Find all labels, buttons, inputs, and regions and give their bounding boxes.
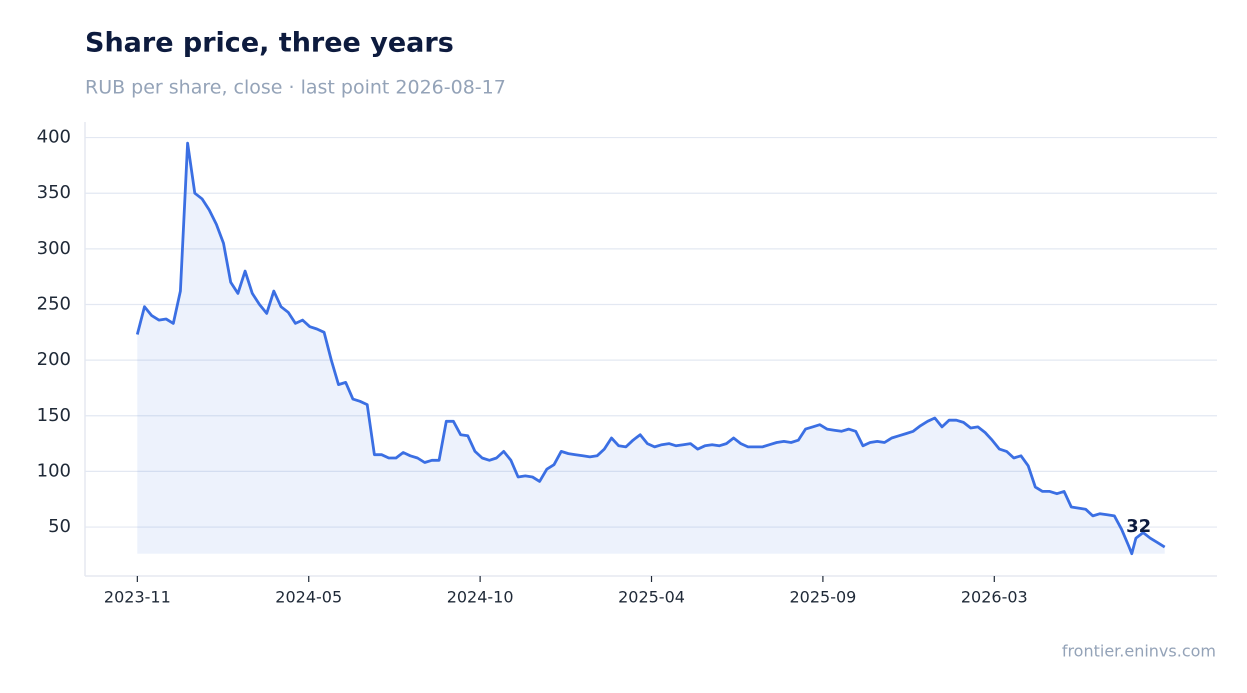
line bbox=[135, 141, 1166, 556]
y-tick-label: 100 bbox=[37, 460, 71, 481]
chart-subtitle: RUB per share, close · last point 2026-0… bbox=[85, 77, 506, 99]
y-tick-label: 250 bbox=[37, 293, 71, 314]
x-tick-label: 2023-11 bbox=[104, 588, 171, 607]
last-value-label: 32 bbox=[1126, 516, 1151, 537]
x-tick-label: 2025-09 bbox=[789, 588, 856, 607]
x-tick-label: 2024-05 bbox=[275, 588, 342, 607]
y-tick-label: 300 bbox=[37, 238, 71, 259]
x-tick-label: 2025-04 bbox=[618, 588, 685, 607]
y-tick-label: 400 bbox=[37, 127, 71, 148]
x-tick-label: 2024-10 bbox=[447, 588, 514, 607]
y-tick-label: 200 bbox=[37, 349, 71, 370]
x-tick-label: 2026-03 bbox=[961, 588, 1028, 607]
area bbox=[137, 143, 1165, 554]
source: frontier.eninvs.com bbox=[1062, 642, 1216, 661]
y-tick-label: 350 bbox=[37, 182, 71, 203]
y-tick-label: 150 bbox=[37, 405, 71, 426]
y-tick-label: 50 bbox=[48, 516, 71, 537]
chart-title: Share price, three years bbox=[85, 28, 454, 59]
